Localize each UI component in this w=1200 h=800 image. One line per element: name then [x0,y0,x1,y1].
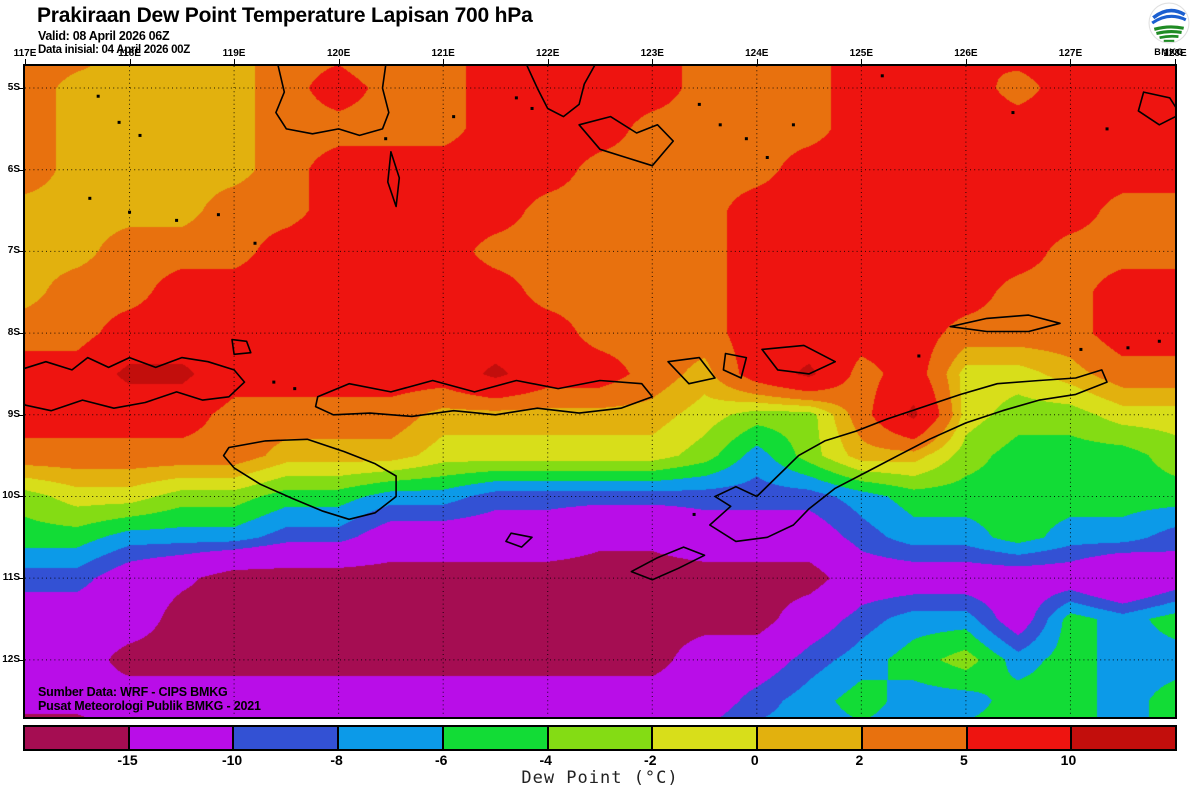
source-line-1: Sumber Data: WRF - CIPS BMKG [38,684,228,699]
colorbar-tick-label: -8 [330,752,343,768]
lat-tick-label: 7S [7,245,20,257]
colorbar-segment [758,727,863,749]
lat-tick-label: 12S [2,653,20,665]
page-title: Prakiraan Dew Point Temperature Lapisan … [37,4,533,27]
lon-tick-label: 124E [745,48,769,59]
colorbar-tick-label: 0 [750,752,759,768]
lat-tick-mark [18,496,23,498]
colorbar-segment [862,727,968,749]
colorbar-tick-label: -4 [539,752,552,768]
colorbar-tick-label: 2 [855,752,864,768]
lat-tick-mark [18,414,23,416]
lat-tick-mark [18,333,23,335]
lon-tick-mark [1070,59,1072,64]
lon-tick-mark [652,59,654,64]
colorbar-tick-label: 10 [1060,752,1077,768]
lon-tick-label: 128E [1163,48,1187,59]
colorbar-caption: Dew Point (°C) [521,768,679,788]
bmkg-logo: BMKG [1146,2,1192,57]
source-credit: Sumber Data: WRF - CIPS BMKG Pusat Meteo… [38,685,261,715]
lat-tick-label: 9S [7,408,20,420]
map-frame: Sumber Data: WRF - CIPS BMKG Pusat Meteo… [23,64,1177,719]
lat-tick-label: 5S [7,82,20,94]
colorbar-segment [967,727,1073,749]
colorbar-segment [548,727,654,749]
lon-tick-mark [965,59,967,64]
lon-tick-label: 117E [13,48,37,59]
dewpoint-field-canvas [25,66,1175,717]
colorbar-tick-label: -15 [117,752,138,768]
lon-tick-label: 125E [849,48,874,59]
colorbar-segment [1072,727,1176,749]
initial-data-datetime: Data inisial: 04 April 2026 00Z [38,44,190,56]
lon-tick-label: 123E [640,48,664,59]
source-line-2: Pusat Meteorologi Publik BMKG - 2021 [38,699,261,714]
lon-tick-mark [547,59,549,64]
lat-tick-mark [18,88,23,90]
lon-tick-label: 121E [431,48,455,59]
lon-tick-mark [338,59,340,64]
valid-datetime: Valid: 08 April 2026 06Z [38,29,170,43]
colorbar-tick-label: 5 [960,752,968,768]
lon-tick-label: 126E [954,48,978,59]
lat-tick-mark [18,251,23,253]
lon-tick-mark [861,59,863,64]
lat-tick-label: 8S [7,327,20,339]
colorbar-segment [653,727,759,749]
lon-tick-mark [25,59,26,64]
colorbar-tick-label: -10 [221,752,243,768]
lon-tick-label: 120E [326,48,351,59]
colorbar-tick-label: -2 [644,752,657,768]
lon-tick-mark [1175,59,1176,64]
lat-tick-mark [18,578,23,580]
lat-tick-mark [18,169,23,171]
bmkg-logo-label: BMKG [1154,47,1184,57]
colorbar-segment [25,727,130,749]
lon-tick-label: 119E [222,48,246,59]
lon-tick-label: 127E [1058,48,1083,59]
lon-tick-mark [234,59,236,64]
colorbar-segment [129,727,235,749]
colorbar-segment [443,727,549,749]
colorbar-tick-label: -6 [434,752,448,768]
colorbar-segment [234,727,340,749]
lon-tick-label: 118E [118,48,141,59]
lon-tick-mark [756,59,758,64]
lat-tick-label: 6S [7,163,20,175]
bmkg-logo-icon [1148,2,1190,44]
lon-tick-mark [129,59,131,64]
lat-tick-label: 11S [2,572,20,584]
lat-tick-label: 10S [2,490,20,502]
lat-tick-mark [18,659,23,661]
colorbar [23,725,1177,751]
lon-tick-mark [443,59,445,64]
lon-tick-label: 122E [536,48,560,59]
colorbar-segment [339,727,444,749]
